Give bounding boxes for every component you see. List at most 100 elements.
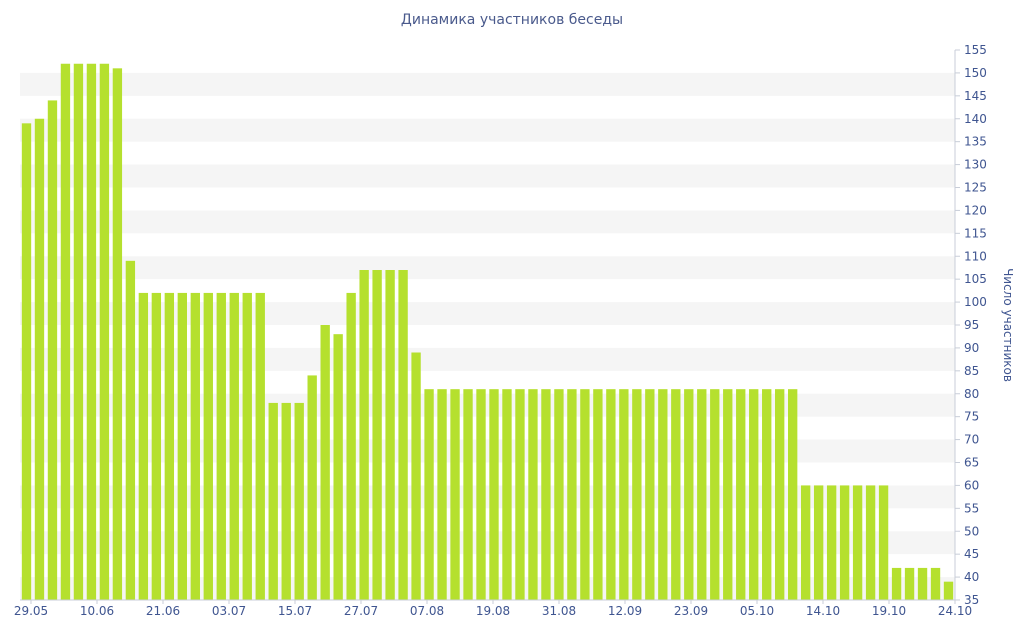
x-tick-label: 07.08 — [410, 604, 444, 618]
x-tick-label: 15.07 — [278, 604, 312, 618]
bar — [943, 581, 954, 600]
y-tick-label: 40 — [964, 570, 979, 584]
bar — [593, 389, 603, 600]
y-tick-label: 90 — [964, 341, 979, 355]
bar — [632, 389, 642, 600]
bar — [320, 325, 330, 600]
bar — [489, 389, 499, 600]
grid-band — [20, 210, 955, 234]
x-tick-label: 14.10 — [806, 604, 840, 618]
bar — [878, 485, 889, 600]
bar — [125, 260, 136, 600]
y-tick-label: 135 — [964, 135, 987, 149]
bar — [268, 402, 278, 600]
y-tick-label: 130 — [964, 158, 987, 172]
x-tick-label: 19.10 — [872, 604, 906, 618]
y-tick-label: 85 — [964, 364, 979, 378]
bar — [697, 389, 707, 600]
y-tick-label: 125 — [964, 181, 987, 195]
grid-band — [20, 302, 955, 325]
bar — [34, 118, 45, 600]
bar — [904, 567, 915, 600]
bar — [567, 389, 577, 600]
bar — [826, 485, 837, 600]
x-tick-label: 05.10 — [740, 604, 774, 618]
x-tick-label: 21.06 — [146, 604, 180, 618]
bar — [476, 389, 486, 600]
x-tick-label: 27.07 — [344, 604, 378, 618]
y-tick-label: 55 — [964, 501, 979, 515]
x-tick-label: 10.06 — [80, 604, 114, 618]
grid-band — [20, 531, 955, 555]
bar — [684, 389, 694, 600]
bar — [294, 402, 304, 600]
y-tick-label: 35 — [964, 593, 979, 607]
bar — [528, 389, 538, 600]
bar — [749, 389, 759, 600]
bar — [112, 68, 123, 600]
bar — [99, 63, 110, 600]
bar — [242, 292, 252, 600]
bar — [723, 389, 733, 600]
y-tick-label: 50 — [964, 524, 979, 538]
bar — [502, 389, 512, 600]
y-tick-label: 110 — [964, 249, 987, 263]
bar — [917, 567, 928, 600]
x-tick-label: 23.09 — [674, 604, 708, 618]
bar — [411, 352, 421, 600]
bar — [865, 485, 876, 600]
bars — [21, 63, 954, 601]
bar — [813, 485, 824, 600]
bar — [333, 334, 343, 600]
bar — [450, 389, 460, 600]
y-tick-label: 105 — [964, 272, 987, 286]
bar — [736, 389, 746, 600]
y-tick-label: 95 — [964, 318, 979, 332]
bar — [73, 63, 84, 600]
bar — [164, 292, 175, 600]
bar — [60, 63, 71, 600]
chart-title: Динамика участников беседы — [400, 12, 624, 28]
bar — [177, 292, 187, 600]
bar — [891, 567, 902, 600]
bar — [86, 63, 97, 600]
y-tick-label: 115 — [964, 226, 987, 240]
grid-band — [20, 256, 955, 280]
bar — [541, 389, 551, 600]
bar — [839, 485, 850, 600]
bar — [619, 389, 629, 600]
bar — [437, 389, 447, 600]
y-tick-label: 150 — [964, 66, 987, 80]
x-tick-label: 12.09 — [608, 604, 642, 618]
bar — [671, 389, 681, 600]
x-tick-label: 03.07 — [212, 604, 246, 618]
bar — [281, 402, 291, 600]
grid-band — [20, 347, 955, 371]
bar — [21, 123, 32, 600]
x-tick-label: 29.05 — [14, 604, 48, 618]
bar — [788, 389, 798, 600]
grid-band — [20, 72, 955, 96]
bar — [229, 292, 239, 600]
grid-band — [20, 439, 955, 463]
bar — [515, 389, 525, 600]
grid-band — [20, 118, 955, 142]
y-tick-label: 140 — [964, 112, 987, 126]
y-tick-label: 60 — [964, 478, 979, 492]
grid-bands — [20, 72, 955, 600]
x-tick-label: 19.08 — [476, 604, 510, 618]
bar — [138, 292, 149, 600]
bar — [645, 389, 655, 600]
x-tick-label: 24.10 — [938, 604, 972, 618]
bar — [359, 270, 369, 600]
bar — [463, 389, 473, 600]
bar — [658, 389, 668, 600]
grid-band — [20, 393, 955, 417]
bar — [606, 389, 616, 600]
bar — [47, 100, 58, 601]
y-tick-label: 45 — [964, 547, 979, 561]
bar — [190, 292, 200, 600]
bar — [203, 292, 213, 600]
